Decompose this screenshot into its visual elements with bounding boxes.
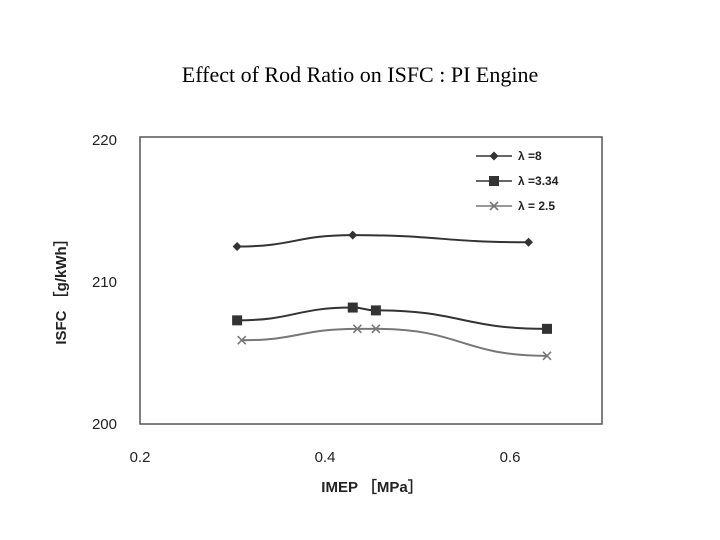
x-marker-stroke [237,335,247,345]
legend-entry: λ =3.34 [476,174,559,188]
data-point-diamond [524,237,533,247]
data-point-x [352,324,362,334]
x-marker-stroke [489,201,499,211]
y-tick-label: 220 [92,132,117,149]
plot-frame [139,136,603,425]
data-point-diamond [348,230,358,240]
data-point-diamond [489,151,499,161]
data-point-square [232,315,243,326]
series-1 [232,230,533,251]
data-point-diamond [232,242,242,251]
legend-label: λ =8 [518,149,542,163]
series-line [237,306,548,330]
data-point-square [370,305,381,316]
data-point-square [489,176,499,186]
series-layer [232,230,552,361]
y-axis-label: ISFC ［g/kWh］ [52,231,70,344]
data-point-x [237,335,247,345]
legend-entry: λ = 2.5 [476,199,555,213]
data-point-square [347,302,358,313]
legend-entry: λ =8 [476,149,542,163]
x-marker-stroke [352,324,362,334]
data-point-x [371,324,381,334]
y-tick-labels: 200 210 220 [92,132,117,433]
legend: λ =8 λ =3.34 λ = 2.5 [476,149,559,213]
x-tick-labels: 0.2 0.4 0.6 [130,449,521,466]
x-marker-stroke [371,324,381,334]
legend-label: λ = 2.5 [518,199,555,213]
series-line [237,234,529,248]
x-tick-label: 0.6 [500,449,521,466]
data-point-x [489,201,499,211]
x-tick-label: 0.4 [315,449,336,466]
y-tick-label: 200 [92,416,117,433]
data-point-square [542,323,552,334]
y-tick-label: 210 [92,274,117,291]
series-3 [237,324,552,361]
x-tick-label: 0.2 [130,449,151,466]
series-2 [232,302,552,334]
slide-title: Effect of Rod Ratio on ISFC : PI Engine [181,62,539,87]
x-axis-label: IMEP ［MPa］ [321,478,422,496]
series-line [241,327,548,357]
legend-label: λ =3.34 [518,174,559,188]
x-marker-stroke [542,351,552,361]
data-point-x [542,351,552,361]
